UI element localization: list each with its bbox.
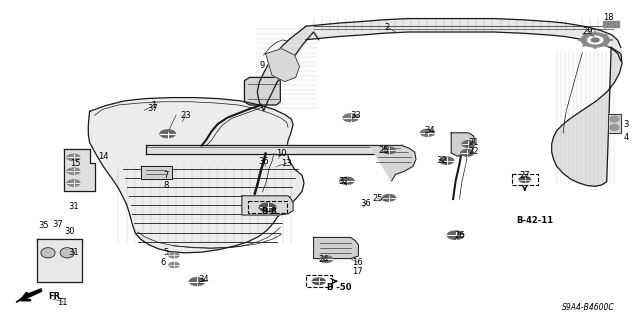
Ellipse shape (610, 124, 619, 130)
Text: 2: 2 (385, 23, 390, 32)
Bar (608, 114, 621, 133)
Text: 7: 7 (164, 172, 169, 180)
Polygon shape (16, 289, 42, 302)
Text: 24: 24 (318, 255, 328, 264)
Text: 26: 26 (454, 231, 465, 240)
Circle shape (259, 203, 276, 212)
Circle shape (581, 33, 609, 47)
Circle shape (447, 231, 464, 239)
Text: 32: 32 (436, 156, 447, 165)
Text: 11: 11 (58, 298, 68, 307)
Circle shape (343, 114, 358, 122)
Circle shape (420, 129, 435, 136)
Text: 32: 32 (339, 177, 349, 186)
Text: 18: 18 (603, 13, 613, 22)
Circle shape (340, 177, 354, 184)
Text: 29: 29 (582, 27, 593, 36)
Text: 9: 9 (260, 61, 265, 70)
Circle shape (588, 36, 603, 44)
Polygon shape (370, 146, 416, 181)
Circle shape (591, 38, 599, 42)
Text: 1: 1 (151, 101, 156, 110)
Polygon shape (242, 196, 293, 215)
Circle shape (312, 278, 325, 284)
Text: B -50: B -50 (327, 284, 351, 292)
Polygon shape (451, 133, 475, 156)
Polygon shape (266, 49, 300, 82)
Circle shape (67, 180, 80, 186)
Circle shape (383, 147, 396, 154)
Circle shape (67, 168, 80, 174)
Text: 17: 17 (352, 267, 362, 276)
Text: 13: 13 (282, 159, 292, 168)
Text: S9A4-B4600C: S9A4-B4600C (563, 303, 615, 312)
Bar (248, 201, 287, 213)
Polygon shape (141, 166, 172, 179)
Text: 33: 33 (350, 111, 360, 120)
Polygon shape (257, 26, 319, 110)
Text: 8: 8 (164, 181, 169, 190)
Circle shape (461, 150, 474, 156)
Bar (512, 174, 538, 185)
Text: 4: 4 (623, 133, 628, 142)
Text: 10: 10 (276, 149, 287, 158)
Text: 5: 5 (164, 248, 169, 257)
Bar (608, 114, 621, 133)
Bar (603, 21, 619, 27)
Polygon shape (37, 239, 82, 282)
Text: 15: 15 (70, 159, 81, 168)
Text: 6: 6 (161, 258, 166, 267)
Polygon shape (88, 98, 304, 253)
Text: 36: 36 (361, 199, 371, 208)
Ellipse shape (60, 248, 74, 258)
Circle shape (519, 177, 531, 182)
Text: 36: 36 (259, 157, 269, 166)
Text: 31: 31 (68, 202, 79, 211)
Text: 31: 31 (68, 248, 79, 257)
Text: 22: 22 (468, 148, 479, 156)
Text: B-8: B-8 (261, 207, 276, 216)
Circle shape (383, 195, 396, 201)
Text: 16: 16 (352, 258, 362, 267)
Text: 25: 25 (372, 194, 383, 203)
Ellipse shape (41, 248, 55, 258)
Circle shape (169, 253, 179, 258)
Text: 35: 35 (38, 221, 49, 230)
Text: 3: 3 (623, 120, 628, 129)
Text: B-42-11: B-42-11 (516, 216, 553, 225)
Circle shape (169, 262, 179, 268)
Circle shape (189, 278, 205, 285)
Polygon shape (306, 19, 621, 61)
Text: 37: 37 (147, 104, 157, 113)
Circle shape (440, 157, 454, 164)
Polygon shape (64, 149, 95, 191)
Circle shape (320, 256, 333, 262)
Circle shape (462, 141, 475, 147)
Circle shape (160, 130, 175, 138)
Text: 23: 23 (180, 111, 191, 120)
Text: 21: 21 (468, 138, 479, 147)
Text: 37: 37 (52, 220, 63, 229)
Text: 25: 25 (379, 146, 389, 155)
Text: 30: 30 (64, 227, 74, 236)
Text: 27: 27 (520, 171, 530, 180)
Text: 34: 34 (198, 276, 209, 284)
Polygon shape (146, 145, 402, 154)
Polygon shape (244, 77, 280, 105)
Polygon shape (314, 237, 358, 259)
Text: 34: 34 (425, 126, 435, 135)
Circle shape (67, 154, 80, 161)
Ellipse shape (610, 116, 619, 122)
Text: 14: 14 (99, 152, 109, 161)
Text: FR.: FR. (48, 292, 63, 301)
Polygon shape (552, 47, 622, 186)
Bar (306, 275, 332, 287)
